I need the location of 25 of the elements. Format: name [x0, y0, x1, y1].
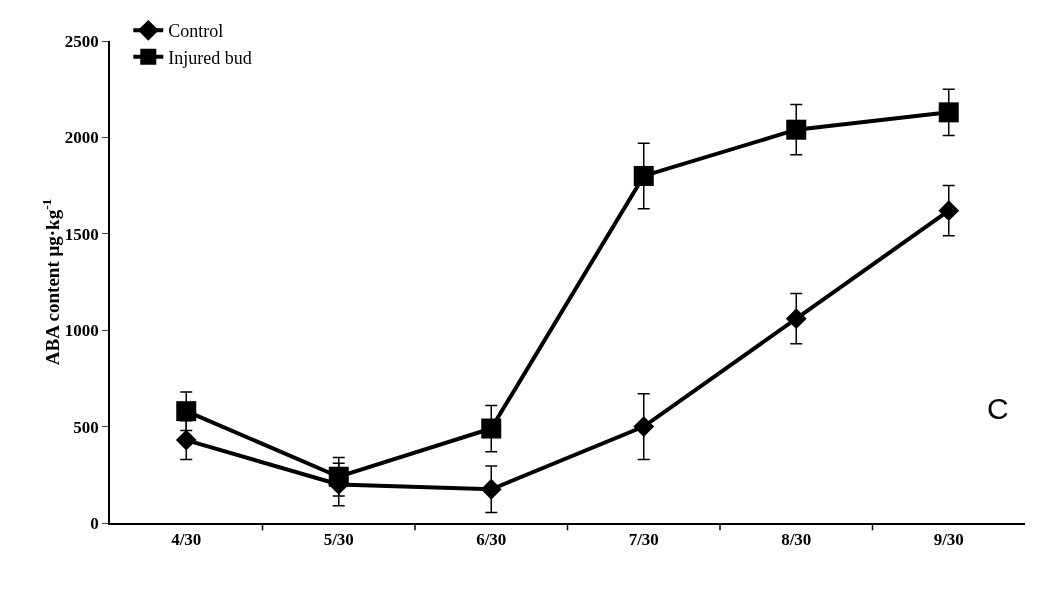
y-tick-label: 0 — [90, 513, 99, 533]
point — [938, 200, 960, 222]
y-tick-label: 1000 — [64, 321, 99, 341]
y-tick-label: 2500 — [64, 31, 99, 51]
point — [176, 401, 197, 422]
point — [938, 102, 959, 123]
y-tick-label: 2000 — [64, 128, 99, 148]
point — [480, 478, 502, 500]
x-tick-label: 5/30 — [323, 530, 354, 550]
annotation: C — [987, 392, 1009, 425]
point — [633, 416, 655, 437]
point — [785, 308, 807, 330]
point — [481, 418, 502, 439]
x-tick-label: 9/30 — [933, 530, 964, 550]
x-tick-label: 8/30 — [781, 530, 812, 550]
y-tick-label: 1500 — [64, 224, 99, 244]
point — [786, 119, 807, 140]
point — [175, 429, 197, 451]
legend-label: Injured bud — [168, 47, 252, 68]
point — [633, 165, 654, 186]
x-tick-label: 6/30 — [476, 530, 507, 550]
y-tick-label: 500 — [73, 417, 99, 437]
x-tick-label: 4/30 — [171, 530, 202, 550]
x-tick-label: 7/30 — [628, 530, 659, 550]
legend-label: Control — [168, 21, 224, 42]
